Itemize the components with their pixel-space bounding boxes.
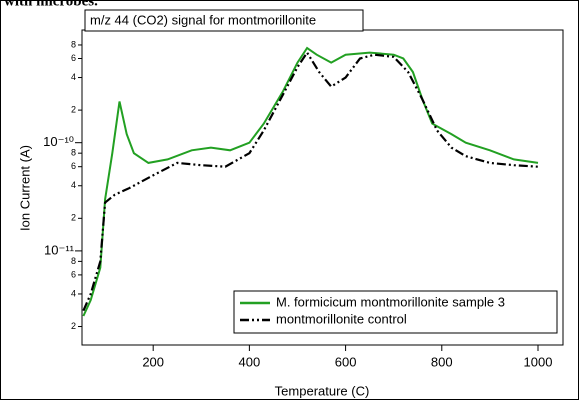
series-line (82, 46, 539, 317)
x-tick-label: 200 (142, 354, 164, 369)
legend-label: M. formicicum montmorillonite sample 3 (276, 294, 505, 309)
y-tick-label: 2 (71, 213, 76, 223)
x-tick-label: 1000 (524, 354, 553, 369)
y-tick-label: 8 (71, 256, 76, 266)
y-tick-label: 6 (71, 269, 76, 279)
y-tick-label: 2 (71, 321, 76, 331)
y-tick-label: 4 (71, 288, 76, 298)
y-tick-label: 8 (71, 39, 76, 49)
x-tick-label: 400 (239, 354, 261, 369)
y-tick-label: 6 (71, 161, 76, 171)
x-axis-label: Temperature (C) (275, 383, 370, 398)
y-tick-label: 4 (71, 72, 76, 82)
page-header: with microbes. (4, 0, 98, 9)
legend-label: montmorillonite control (276, 311, 407, 326)
y-tick-label: 8 (71, 148, 76, 158)
y-tick-label: 4 (71, 180, 76, 190)
y-tick-label: 10⁻¹⁰ (43, 134, 74, 149)
chart-title: m/z 44 (CO2) signal for montmorillonite (90, 12, 316, 27)
y-tick-label: 10⁻¹¹ (44, 242, 75, 257)
series-line (82, 50, 539, 312)
y-tick-label: 6 (71, 53, 76, 63)
x-tick-label: 600 (335, 354, 357, 369)
y-axis-label: Ion Current (A) (17, 145, 32, 231)
title-box (84, 9, 364, 32)
legend-box (233, 290, 558, 334)
x-tick-label: 800 (431, 354, 453, 369)
y-tick-label: 2 (71, 104, 76, 114)
